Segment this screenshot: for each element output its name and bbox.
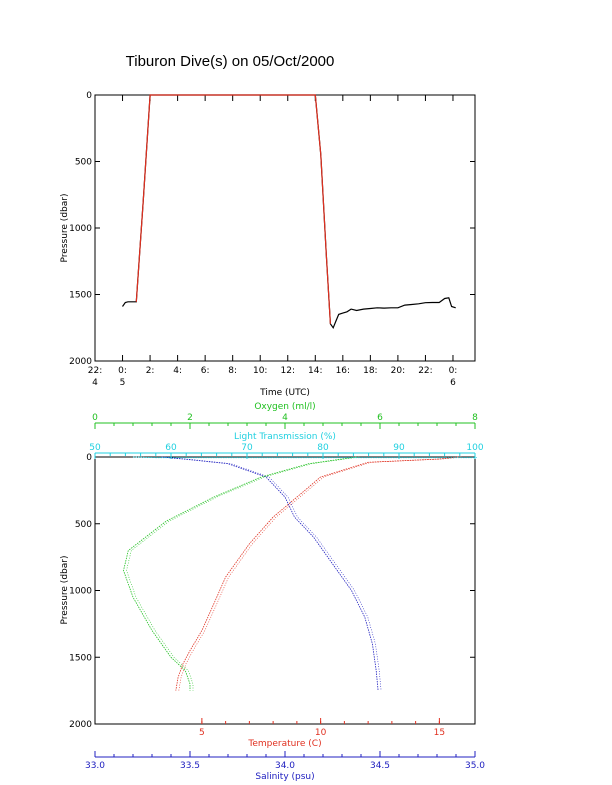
time-series bbox=[122, 94, 456, 330]
time-x-tick-label: 20: bbox=[391, 366, 405, 376]
profile-y-tick-label: 0 bbox=[86, 453, 92, 463]
oxygen-profile-trace-upcast bbox=[126, 456, 360, 691]
time-x-tick-label: 8: bbox=[228, 366, 237, 376]
transmission-axis-tick-label: 100 bbox=[466, 443, 483, 453]
time-x-tick-label: 0: bbox=[118, 366, 127, 376]
salinity-axis-tick-label: 33.0 bbox=[85, 761, 105, 771]
salinity-profile-trace-upcast bbox=[164, 456, 382, 691]
time-x-tick-label: 22: bbox=[88, 366, 102, 376]
time-y-tick-label: 500 bbox=[75, 158, 92, 168]
transmission-axis-label: Light Transmission (%) bbox=[234, 432, 336, 442]
oxygen-profile-trace bbox=[123, 456, 357, 691]
profile-y-tick-label: 1500 bbox=[69, 653, 92, 663]
time-x-tick-label: 10: bbox=[253, 366, 267, 376]
seafloor-line bbox=[122, 94, 456, 330]
time-x-tick-label: 4: bbox=[173, 366, 182, 376]
transmission-axis-tick-label: 70 bbox=[241, 443, 253, 453]
oxygen-axis-tick-label: 6 bbox=[377, 413, 383, 423]
time-y-tick-label: 2000 bbox=[69, 357, 92, 367]
time-y-label: Pressure (dbar) bbox=[60, 194, 70, 263]
time-x-tick-label: 12: bbox=[281, 366, 295, 376]
transmission-profile-trace-upcast bbox=[135, 456, 478, 459]
time-x-tick-label: 22: bbox=[418, 366, 432, 376]
time-y-ticks: 0 500 1000 1500 2000 bbox=[69, 91, 475, 367]
profile-plot-frame bbox=[94, 456, 476, 725]
time-x-tick-label: 5 bbox=[120, 378, 126, 388]
temperature-axis-label: Temperature (C) bbox=[247, 739, 321, 749]
time-plot-frame bbox=[94, 94, 476, 362]
profile-axes: 5 10 15 Temperature (C) 33.0 33.5 34.0 34.5 35.0… bbox=[85, 402, 485, 782]
dive-line bbox=[135, 94, 331, 324]
transmission-axis-tick-label: 50 bbox=[89, 443, 101, 453]
oxygen-axis-label: Oxygen (ml/l) bbox=[254, 402, 315, 412]
time-x-tick-label: 6: bbox=[201, 366, 210, 376]
temperature-axis-tick-label: 15 bbox=[434, 728, 445, 738]
profile-y-label: Pressure (dbar) bbox=[60, 556, 70, 625]
time-y-tick-label: 1500 bbox=[69, 291, 92, 301]
time-y-tick-label: 1000 bbox=[69, 224, 92, 234]
time-y-tick-label: 0 bbox=[86, 91, 92, 101]
time-x-tick-label: 4 bbox=[92, 378, 98, 388]
oxygen-axis-tick-label: 0 bbox=[92, 413, 98, 423]
oxygen-axis-tick-label: 8 bbox=[472, 413, 478, 423]
time-x-tick-label: 14: bbox=[308, 366, 322, 376]
temperature-profile-trace-upcast bbox=[178, 456, 462, 691]
profile-series bbox=[123, 456, 478, 691]
salinity-axis-label: Salinity (psu) bbox=[255, 772, 314, 782]
time-x-tick-label: 6 bbox=[450, 378, 456, 388]
time-x-ticks: 22: 4 0: 5 2: 4: 6: 8: 10: 12: 14: 16: 18: 20: 22: 0: 6 bbox=[88, 95, 458, 388]
profile-y-tick-label: 500 bbox=[75, 520, 92, 530]
time-x-tick-label: 2: bbox=[146, 366, 155, 376]
profile-y-tick-label: 1000 bbox=[69, 587, 92, 597]
chart-title: Tiburon Dive(s) on 05/Oct/2000 bbox=[126, 53, 335, 70]
transmission-axis-tick-label: 60 bbox=[165, 443, 177, 453]
profile-y-ticks: 0 500 1000 1500 2000 bbox=[69, 453, 475, 730]
time-x-tick-label: 18: bbox=[363, 366, 377, 376]
salinity-axis-tick-label: 34.0 bbox=[275, 761, 295, 771]
salinity-axis-tick-label: 35.0 bbox=[465, 761, 485, 771]
time-x-tick-label: 0: bbox=[449, 366, 458, 376]
time-pressure-plot: Pressure (dbar) Time (UTC) 0500100015002… bbox=[60, 91, 476, 398]
salinity-profile-trace bbox=[161, 456, 379, 691]
transmission-axis-tick-label: 80 bbox=[317, 443, 329, 453]
transmission-axis-tick-label: 90 bbox=[393, 443, 405, 453]
salinity-axis-tick-label: 34.5 bbox=[370, 761, 390, 771]
temperature-axis-tick-label: 5 bbox=[199, 728, 205, 738]
salinity-axis-tick-label: 33.5 bbox=[180, 761, 200, 771]
oxygen-axis-tick-label: 2 bbox=[187, 413, 193, 423]
oxygen-axis-tick-label: 4 bbox=[282, 413, 288, 423]
time-x-label: Time (UTC) bbox=[259, 388, 310, 398]
temperature-profile-trace bbox=[175, 456, 459, 691]
temperature-axis-tick-label: 10 bbox=[315, 728, 327, 738]
profile-y-tick-label: 2000 bbox=[69, 720, 92, 730]
time-x-tick-label: 16: bbox=[336, 366, 350, 376]
